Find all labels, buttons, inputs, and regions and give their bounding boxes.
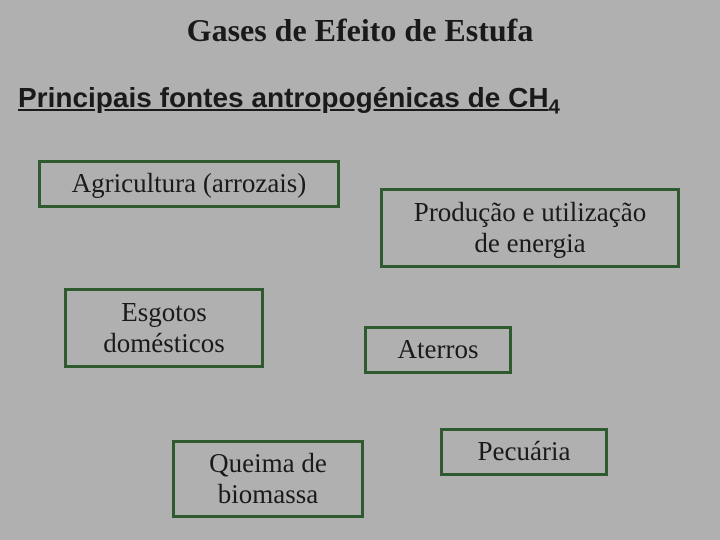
box-producao: Produção e utilização de energia xyxy=(380,188,680,268)
box-queima: Queima de biomassa xyxy=(172,440,364,518)
page-title: Gases de Efeito de Estufa xyxy=(0,12,720,49)
page-subtitle: Principais fontes antropogénicas de CH4 xyxy=(18,82,560,120)
box-pecuaria: Pecuária xyxy=(440,428,608,476)
subtitle-subscript: 4 xyxy=(549,97,560,119)
box-aterros: Aterros xyxy=(364,326,512,374)
box-esgotos: Esgotos domésticos xyxy=(64,288,264,368)
box-agricultura: Agricultura (arrozais) xyxy=(38,160,340,208)
subtitle-prefix: Principais fontes antropogénicas de CH xyxy=(18,82,549,113)
